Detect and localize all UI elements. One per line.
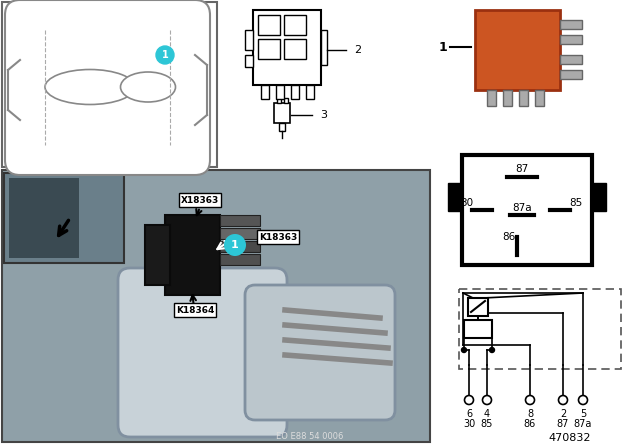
Bar [291, 85, 299, 99]
Text: 86: 86 [524, 419, 536, 429]
Bar [464, 320, 492, 338]
Bar [145, 225, 170, 285]
Circle shape [490, 348, 495, 353]
Bar [475, 10, 560, 90]
Bar [220, 241, 260, 252]
Text: 2: 2 [560, 409, 566, 419]
Bar [560, 20, 582, 29]
Text: EO E88 54 0006: EO E88 54 0006 [276, 431, 344, 440]
Text: 470832: 470832 [548, 433, 591, 443]
Bar [277, 98, 281, 103]
Bar [261, 85, 269, 99]
Bar [245, 55, 253, 67]
Bar [284, 15, 306, 35]
Text: 4: 4 [484, 409, 490, 419]
Bar [220, 228, 260, 239]
Circle shape [579, 396, 588, 405]
Text: 85: 85 [570, 198, 582, 208]
Circle shape [559, 396, 568, 405]
Bar [306, 85, 314, 99]
Text: 30: 30 [463, 419, 475, 429]
Text: 87: 87 [515, 164, 529, 174]
Text: 1: 1 [231, 240, 239, 250]
Bar [2, 170, 430, 442]
Bar [560, 55, 582, 64]
Bar [535, 90, 544, 106]
Bar [448, 183, 462, 211]
Circle shape [525, 396, 534, 405]
Bar [503, 90, 512, 106]
Bar [284, 39, 306, 59]
Ellipse shape [45, 69, 135, 104]
Bar [9, 178, 79, 258]
Bar [462, 155, 592, 265]
Circle shape [465, 396, 474, 405]
FancyBboxPatch shape [118, 268, 287, 437]
Text: 86: 86 [502, 232, 516, 242]
Text: 1: 1 [438, 40, 447, 53]
Bar [468, 298, 488, 316]
Bar [165, 215, 220, 295]
FancyBboxPatch shape [5, 0, 210, 175]
Circle shape [483, 396, 492, 405]
Bar [245, 30, 253, 50]
Text: K18364: K18364 [176, 306, 214, 314]
Bar [276, 85, 284, 99]
Bar [560, 35, 582, 44]
Text: 87: 87 [557, 419, 569, 429]
Text: X18363: X18363 [181, 195, 219, 204]
Bar [253, 10, 321, 85]
Circle shape [156, 46, 174, 64]
Text: 6: 6 [466, 409, 472, 419]
Bar [321, 30, 327, 65]
Bar [459, 289, 621, 369]
Bar [519, 90, 528, 106]
Bar [258, 39, 280, 59]
Bar [2, 2, 217, 167]
Text: 2: 2 [354, 45, 361, 55]
Bar [592, 183, 606, 211]
Text: 30: 30 [460, 198, 474, 208]
Bar [220, 215, 260, 226]
Ellipse shape [120, 72, 175, 102]
Text: K18363: K18363 [259, 233, 297, 241]
Bar [279, 123, 285, 131]
Text: 87a: 87a [512, 203, 532, 213]
Bar [560, 70, 582, 79]
Text: 8: 8 [527, 409, 533, 419]
Text: 85: 85 [481, 419, 493, 429]
FancyBboxPatch shape [245, 285, 395, 420]
Bar [274, 103, 290, 123]
Circle shape [461, 348, 467, 353]
Bar [4, 173, 124, 263]
Bar [258, 15, 280, 35]
Text: 87a: 87a [574, 419, 592, 429]
Bar [487, 90, 496, 106]
Bar [284, 98, 288, 103]
Text: 3: 3 [320, 110, 327, 120]
Text: 5: 5 [580, 409, 586, 419]
Text: 1: 1 [162, 50, 168, 60]
Bar [220, 254, 260, 265]
Circle shape [224, 234, 246, 256]
